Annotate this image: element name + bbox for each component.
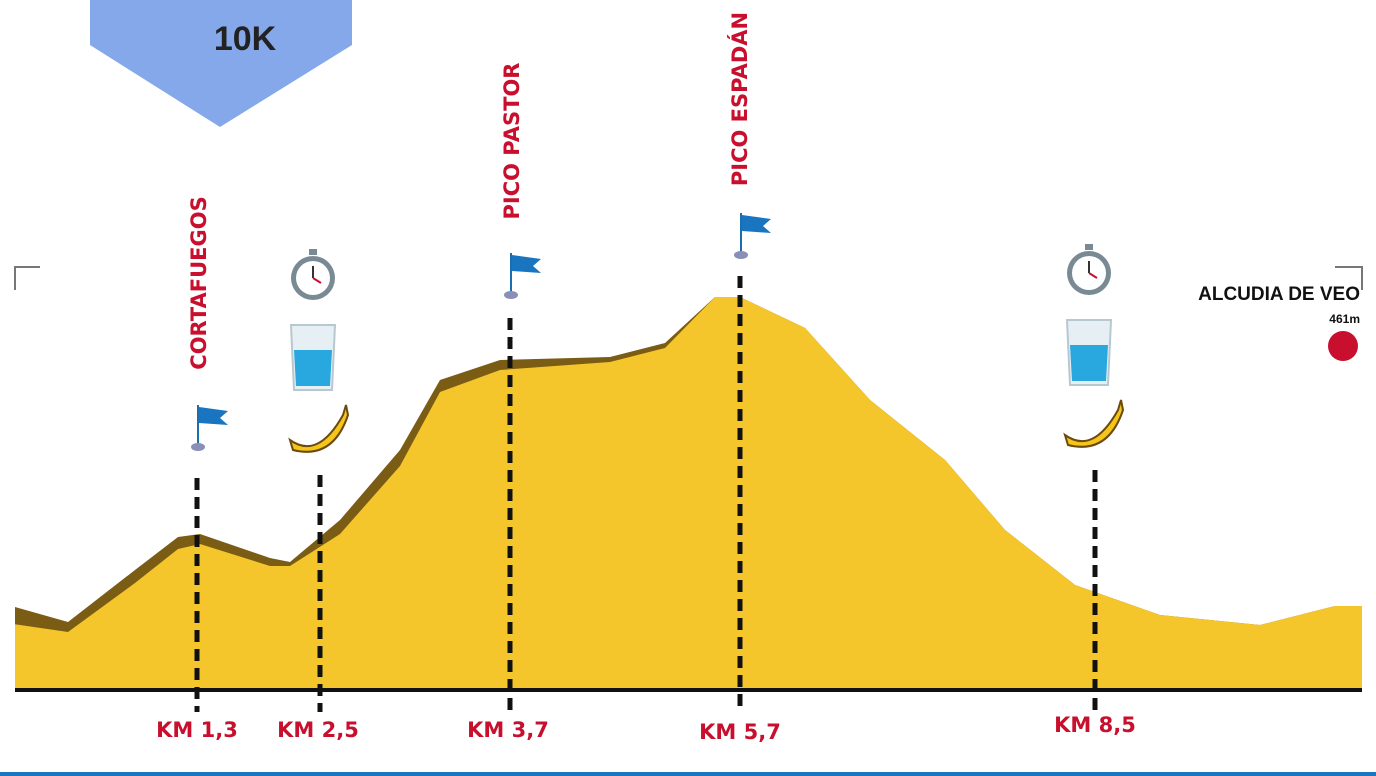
km-label: KM 1,3 xyxy=(156,718,238,742)
km-label: KM 5,7 xyxy=(699,720,781,744)
km-label: KM 8,5 xyxy=(1054,713,1136,737)
finish-elevation: 461m xyxy=(1329,312,1360,326)
finish-name: ALCUDIA DE VEO xyxy=(1198,284,1360,305)
waypoint-name: PICO ESPADÁN xyxy=(727,12,752,186)
bottom-bar xyxy=(0,772,1376,776)
flag-icon xyxy=(190,404,229,452)
water-icon xyxy=(290,324,336,391)
profile xyxy=(15,297,1362,690)
flag-icon xyxy=(733,212,772,260)
logo-badge xyxy=(90,0,352,127)
timing-icon xyxy=(1066,243,1112,296)
flag-icon xyxy=(503,252,542,300)
finish-icon xyxy=(1328,331,1358,361)
food-icon xyxy=(1064,399,1124,448)
timing-icon xyxy=(290,248,336,301)
logo-text: 10K xyxy=(214,20,277,58)
frame xyxy=(14,266,1363,290)
km-label: KM 2,5 xyxy=(277,718,359,742)
km-label: KM 3,7 xyxy=(467,718,549,742)
waypoint-name: PICO PASTOR xyxy=(500,63,524,220)
water-icon xyxy=(1066,319,1112,386)
food-icon xyxy=(289,404,349,453)
waypoint-name: CORTAFUEGOS xyxy=(187,196,211,369)
